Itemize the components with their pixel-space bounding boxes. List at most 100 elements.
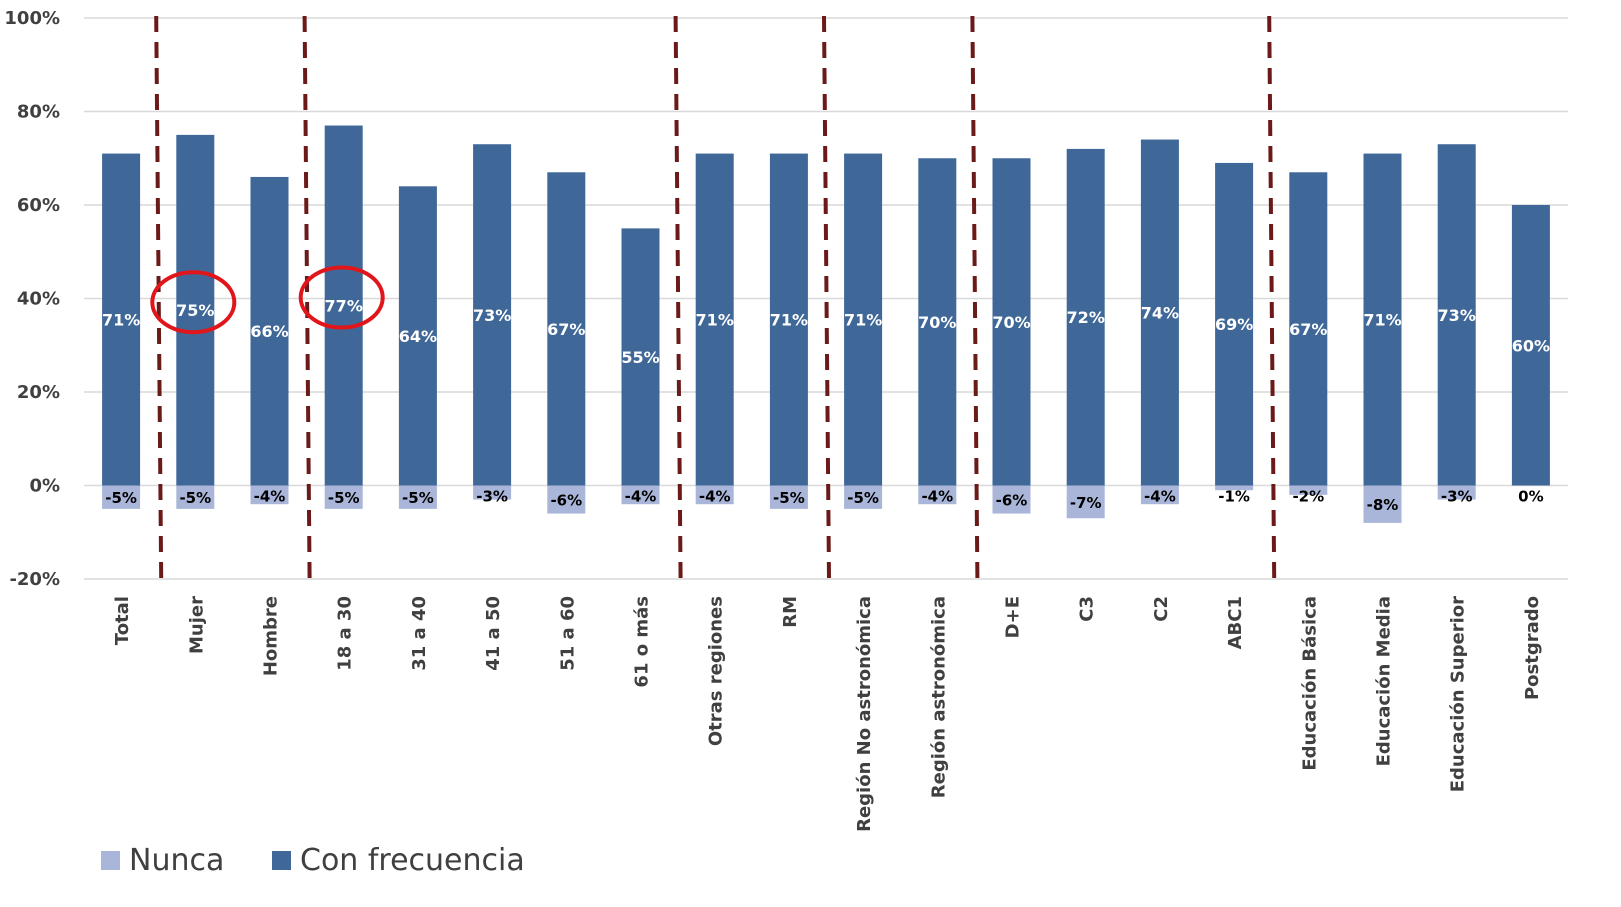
x-tick-label: Mujer bbox=[186, 596, 207, 654]
x-tick-label: 41 a 50 bbox=[483, 596, 504, 671]
x-tick-label: 51 a 60 bbox=[557, 596, 578, 671]
y-tick-label: 80% bbox=[17, 102, 60, 123]
data-label-con-frecuencia: 71% bbox=[844, 311, 882, 330]
highlight-circle-18-a-30 bbox=[298, 265, 385, 330]
data-label-nunca: -4% bbox=[625, 488, 657, 506]
bars bbox=[102, 125, 1550, 523]
data-label-nunca: -4% bbox=[921, 488, 953, 506]
data-label-nunca: -4% bbox=[699, 488, 731, 506]
data-label-nunca: -3% bbox=[476, 488, 508, 506]
bar-nunca-d-e bbox=[992, 485, 1031, 514]
bar-con-frecuencia-educacion-media bbox=[1363, 153, 1402, 486]
group-separator bbox=[673, 15, 683, 580]
bar-con-frecuencia-61-o-mas bbox=[621, 228, 660, 486]
bar-nunca-rm bbox=[769, 485, 808, 509]
bar-nunca-total bbox=[102, 485, 141, 509]
y-tick-label: 40% bbox=[17, 289, 60, 310]
x-tick-label: Educación Básica bbox=[1299, 596, 1320, 771]
x-tick-label: Educación Media bbox=[1374, 596, 1395, 766]
x-tick-label: 18 a 30 bbox=[335, 596, 356, 671]
bar-con-frecuencia-d-e bbox=[992, 158, 1031, 486]
bar-con-frecuencia-41-a-50 bbox=[473, 144, 512, 486]
x-tick-label: 61 o más bbox=[632, 596, 653, 688]
data-label-nunca: -3% bbox=[1441, 488, 1473, 506]
legend-label-nunca: Nunca bbox=[129, 843, 224, 878]
group-separator bbox=[154, 15, 164, 580]
highlight-circles bbox=[150, 265, 385, 335]
data-label-con-frecuencia: 71% bbox=[102, 311, 140, 330]
x-tick-label: Región No astronómica bbox=[854, 596, 875, 832]
data-label-nunca: -2% bbox=[1292, 488, 1324, 506]
bar-con-frecuencia-c3 bbox=[1066, 148, 1105, 486]
y-axis-ticks: -20% 0% 20% 40% 60% 80% 100% bbox=[4, 8, 60, 590]
bar-con-frecuencia-abc1 bbox=[1215, 162, 1254, 486]
data-label-nunca: -4% bbox=[254, 488, 286, 506]
bar-nunca-abc1 bbox=[1215, 485, 1254, 491]
y-tick-label: 100% bbox=[4, 8, 60, 29]
group-separator bbox=[1267, 15, 1277, 580]
data-label-nunca: -5% bbox=[105, 489, 137, 507]
data-label-nunca: -4% bbox=[1144, 488, 1176, 506]
data-label-nunca: -5% bbox=[402, 489, 434, 507]
bar-nunca-educacion-media bbox=[1363, 485, 1402, 523]
data-label-nunca: -8% bbox=[1367, 496, 1399, 514]
data-label-con-frecuencia: 67% bbox=[547, 320, 585, 339]
data-label-con-frecuencia: 69% bbox=[1215, 315, 1253, 334]
x-tick-label: Otras regiones bbox=[706, 596, 727, 746]
group-separators bbox=[154, 15, 1277, 580]
bar-nunca-18-a-30 bbox=[324, 485, 363, 509]
data-label-con-frecuencia: 72% bbox=[1067, 308, 1105, 327]
data-label-con-frecuencia: 71% bbox=[1363, 311, 1401, 330]
bar-labels: 71% -5% 75% -5% 66% -4% 77% -5% 64% -5% 73% -3% 67% -… bbox=[102, 297, 1550, 515]
bar-nunca-mujer bbox=[176, 485, 215, 509]
bar-nunca-region-no-astronomica bbox=[844, 485, 883, 509]
bar-con-frecuencia-51-a-60 bbox=[547, 172, 586, 486]
bar-con-frecuencia-region-astronomica bbox=[918, 158, 957, 486]
data-label-nunca: -6% bbox=[996, 492, 1028, 510]
bar-con-frecuencia-region-no-astronomica bbox=[844, 153, 883, 486]
data-label-nunca: -6% bbox=[550, 492, 582, 510]
bar-con-frecuencia-total bbox=[102, 153, 141, 486]
legend-swatch-nunca bbox=[101, 851, 120, 870]
bar-nunca-otras-regiones bbox=[695, 485, 734, 505]
y-tick-label: 60% bbox=[17, 195, 60, 216]
bar-con-frecuencia-educacion-basica bbox=[1289, 172, 1328, 486]
data-label-nunca: -5% bbox=[773, 489, 805, 507]
bar-con-frecuencia-18-a-30 bbox=[324, 125, 363, 486]
x-tick-label: C3 bbox=[1077, 596, 1098, 622]
bar-con-frecuencia-31-a-40 bbox=[398, 186, 437, 486]
bar-con-frecuencia-mujer bbox=[176, 134, 215, 486]
data-label-nunca: -1% bbox=[1218, 488, 1250, 506]
data-label-con-frecuencia: 71% bbox=[696, 311, 734, 330]
group-separator bbox=[302, 15, 312, 580]
y-tick-label: 0% bbox=[29, 476, 60, 497]
bar-nunca-41-a-50 bbox=[473, 485, 512, 500]
data-label-con-frecuencia: 55% bbox=[621, 348, 659, 367]
x-tick-label: Región astronómica bbox=[928, 596, 949, 798]
bar-con-frecuencia-educacion-superior bbox=[1437, 144, 1476, 486]
group-separator bbox=[970, 15, 980, 580]
x-axis-category-labels: Total Mujer Hombre 18 a 30 31 a 40 41 a 50 51 … bbox=[112, 596, 1543, 832]
data-label-con-frecuencia: 74% bbox=[1141, 304, 1179, 323]
bar-con-frecuencia-hombre bbox=[250, 176, 289, 486]
x-tick-label: Total bbox=[112, 596, 133, 645]
legend: Nunca Con frecuencia bbox=[101, 843, 525, 878]
y-tick-label: -20% bbox=[9, 569, 60, 590]
bar-con-frecuencia-c2 bbox=[1140, 139, 1179, 486]
bar-nunca-51-a-60 bbox=[547, 485, 586, 514]
x-tick-label: C2 bbox=[1151, 596, 1172, 622]
bar-nunca-c3 bbox=[1066, 485, 1105, 519]
x-tick-label: Postgrado bbox=[1522, 596, 1543, 700]
y-tick-label: 20% bbox=[17, 382, 60, 403]
bar-nunca-61-o-mas bbox=[621, 485, 660, 505]
bar-nunca-educacion-superior bbox=[1437, 485, 1476, 500]
bar-con-frecuencia-rm bbox=[769, 153, 808, 486]
bar-con-frecuencia-postgrado bbox=[1511, 205, 1550, 486]
x-tick-label: D+E bbox=[1003, 596, 1024, 638]
bar-nunca-31-a-40 bbox=[398, 485, 437, 509]
highlight-circle-mujer bbox=[150, 270, 237, 335]
data-label-nunca: -5% bbox=[328, 489, 360, 507]
data-label-con-frecuencia: 73% bbox=[1438, 306, 1476, 325]
data-label-con-frecuencia: 71% bbox=[770, 311, 808, 330]
